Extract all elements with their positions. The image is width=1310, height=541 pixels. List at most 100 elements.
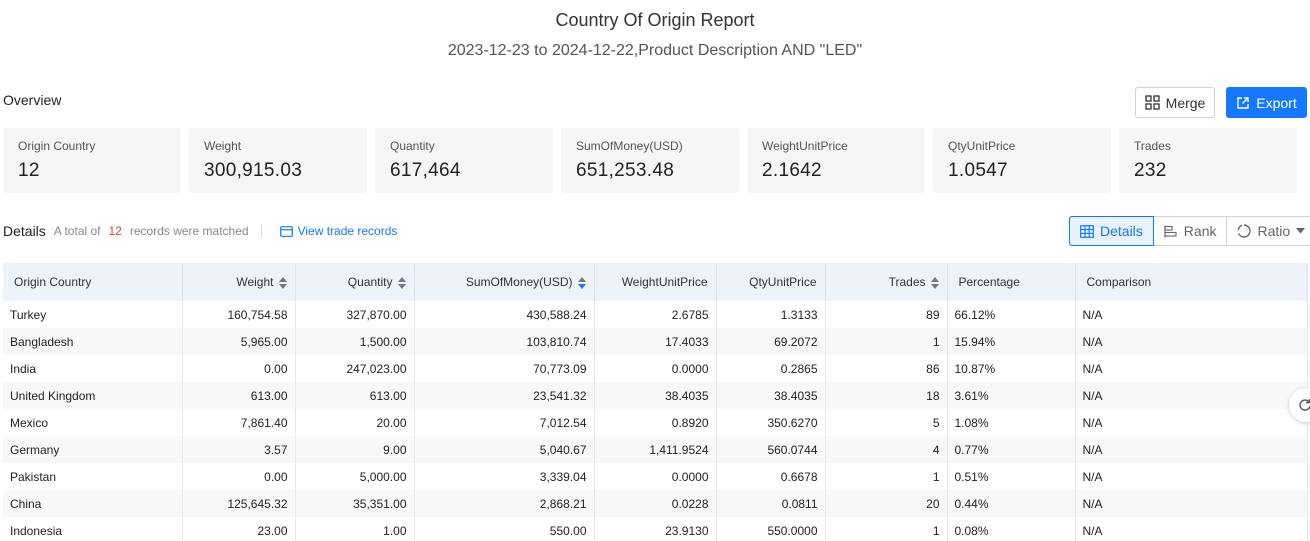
- table-cell: 0.00: [182, 355, 296, 382]
- table-cell: 1.08%: [947, 409, 1076, 436]
- stat-label: Trades: [1134, 139, 1171, 153]
- view-ratio-tab[interactable]: Ratio: [1227, 217, 1310, 245]
- view-details-label: Details: [1100, 223, 1143, 239]
- col-origin-country: Origin Country: [3, 263, 183, 301]
- stat-sum-of-money: SumOfMoney(USD) 651,253.48: [561, 128, 739, 193]
- records-note-prefix: A total of: [53, 224, 101, 238]
- table-cell: 2,868.21: [414, 490, 595, 517]
- stat-weight-unit-price: WeightUnitPrice 2.1642: [747, 128, 925, 193]
- table-cell: 4: [825, 436, 948, 463]
- table-cell: 7,861.40: [182, 409, 296, 436]
- table-cell: 0.77%: [947, 436, 1076, 463]
- table-cell: 5,965.00: [182, 328, 296, 355]
- table-cell: 15.94%: [947, 328, 1076, 355]
- col-weight-unit-price: WeightUnitPrice: [594, 263, 717, 301]
- table-cell: 17.4033: [594, 328, 717, 355]
- stat-trades: Trades 232: [1119, 128, 1297, 193]
- table-cell: 327,870.00: [295, 301, 415, 328]
- table-row[interactable]: Bangladesh 5,965.00 1,500.00 103,810.74 17.4…: [3, 328, 1308, 355]
- table-cell: Turkey: [3, 301, 183, 328]
- records-note-suffix: records were matched: [129, 224, 249, 238]
- caret-down-icon: [1296, 228, 1306, 234]
- stat-quantity: Quantity 617,464: [375, 128, 553, 193]
- stat-label: Weight: [204, 139, 242, 153]
- stat-value: 300,915.03: [204, 160, 303, 181]
- rank-icon: [1164, 225, 1177, 237]
- table-cell: 3,339.04: [414, 463, 595, 490]
- report-subtitle: 2023-12-23 to 2024-12-22,Product Descrip…: [447, 42, 863, 59]
- table-cell: 1.00: [295, 517, 415, 541]
- details-bar: Details A total of 12 records were match…: [3, 222, 397, 240]
- stat-label: SumOfMoney(USD): [576, 139, 683, 153]
- table-cell: 86: [825, 355, 948, 382]
- table-row[interactable]: Turkey 160,754.58 327,870.00 430,588.24 2.67…: [3, 301, 1308, 328]
- table-row[interactable]: China 125,645.32 35,351.00 2,868.21 0.0228 0.…: [3, 490, 1308, 517]
- export-button[interactable]: Export: [1226, 87, 1307, 118]
- col-weight[interactable]: Weight: [182, 263, 296, 301]
- table-cell: 350.6270: [716, 409, 826, 436]
- col-sum-of-money[interactable]: SumOfMoney(USD): [414, 263, 595, 301]
- col-quantity[interactable]: Quantity: [295, 263, 415, 301]
- details-table: Origin Country Weight Quantity SumOfMone…: [3, 263, 1308, 541]
- table-cell: 0.6678: [716, 463, 826, 490]
- table-cell: China: [3, 490, 183, 517]
- table-cell: 247,023.00: [295, 355, 415, 382]
- stat-label: Quantity: [390, 139, 435, 153]
- table-row[interactable]: Pakistan 0.00 5,000.00 3,339.04 0.0000 0.6678…: [3, 463, 1308, 490]
- table-cell: N/A: [1075, 490, 1308, 517]
- sort-icon[interactable]: [397, 276, 406, 289]
- sort-icon[interactable]: [930, 276, 939, 289]
- stat-weight: Weight 300,915.03: [189, 128, 367, 193]
- stat-origin-country: Origin Country 12: [3, 128, 181, 193]
- table-cell: 5,040.67: [414, 436, 595, 463]
- table-cell: 1,500.00: [295, 328, 415, 355]
- table-cell: 0.0811: [716, 490, 826, 517]
- table-cell: 1: [825, 328, 948, 355]
- export-label: Export: [1256, 94, 1297, 111]
- table-cell: 23,541.32: [414, 382, 595, 409]
- table-cell: 89: [825, 301, 948, 328]
- table-cell: 10.87%: [947, 355, 1076, 382]
- overview-stats: Origin Country 12 Weight 300,915.03 Quan…: [3, 128, 1297, 193]
- table-cell: 613.00: [182, 382, 296, 409]
- table-cell: 20: [825, 490, 948, 517]
- table-row[interactable]: Mexico 7,861.40 20.00 7,012.54 0.8920 350.627…: [3, 409, 1308, 436]
- col-comparison: Comparison: [1075, 263, 1308, 301]
- table-cell: 103,810.74: [414, 328, 595, 355]
- stat-value: 232: [1134, 160, 1167, 181]
- sort-icon[interactable]: [278, 276, 287, 289]
- overview-heading: Overview: [3, 92, 62, 108]
- table-row[interactable]: Germany 3.57 9.00 5,040.67 1,411.9524 560.074…: [3, 436, 1308, 463]
- table-row[interactable]: India 0.00 247,023.00 70,773.09 0.0000 0.2865…: [3, 355, 1308, 382]
- table-cell: United Kingdom: [3, 382, 183, 409]
- stat-label: QtyUnitPrice: [948, 139, 1016, 153]
- table-cell: 9.00: [295, 436, 415, 463]
- card-icon: [279, 225, 293, 237]
- merge-button[interactable]: Merge: [1135, 87, 1215, 118]
- table-cell: 7,012.54: [414, 409, 595, 436]
- table-cell: N/A: [1075, 517, 1308, 541]
- stat-label: Origin Country: [18, 139, 96, 153]
- table-cell: N/A: [1075, 463, 1308, 490]
- table-row[interactable]: Indonesia 23.00 1.00 550.00 23.9130 550.0000 1…: [3, 517, 1308, 541]
- table-cell: 0.08%: [947, 517, 1076, 541]
- table-row[interactable]: United Kingdom 613.00 613.00 23,541.32 38.40…: [3, 382, 1308, 409]
- records-count: 12: [108, 224, 122, 238]
- table-cell: Indonesia: [3, 517, 183, 541]
- view-trade-records-link[interactable]: View trade records: [279, 224, 397, 238]
- table-cell: N/A: [1075, 409, 1308, 436]
- table-cell: 430,588.24: [414, 301, 595, 328]
- table-cell: 35,351.00: [295, 490, 415, 517]
- view-rank-tab[interactable]: Rank: [1154, 217, 1228, 245]
- table-cell: N/A: [1075, 328, 1308, 355]
- sort-icon[interactable]: [577, 276, 586, 289]
- table-cell: 70,773.09: [414, 355, 595, 382]
- view-details-tab[interactable]: Details: [1069, 216, 1154, 246]
- table-cell: 38.4035: [594, 382, 717, 409]
- refresh-icon: [1299, 399, 1310, 411]
- col-trades[interactable]: Trades: [825, 263, 948, 301]
- table-cell: 0.0228: [594, 490, 717, 517]
- divider: [260, 224, 262, 238]
- table-header-row: Origin Country Weight Quantity SumOfMone…: [3, 263, 1308, 301]
- table-cell: Pakistan: [3, 463, 183, 490]
